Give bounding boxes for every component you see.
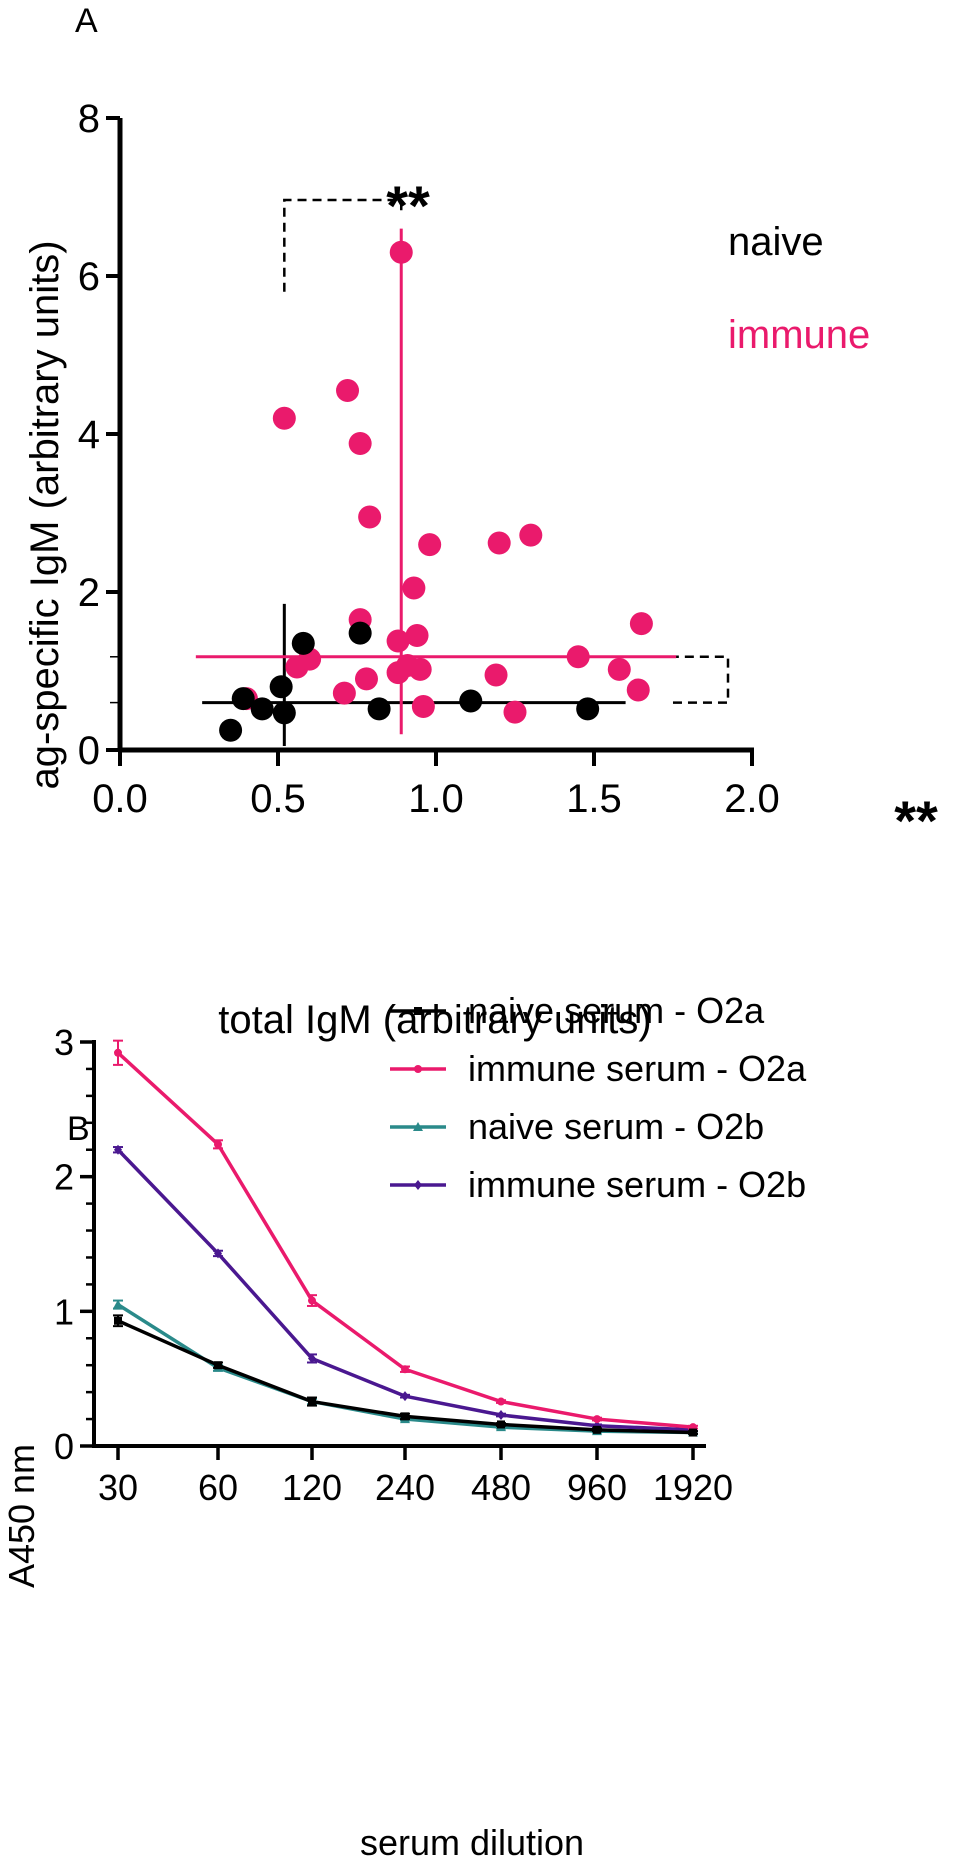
naive-point bbox=[291, 631, 315, 655]
data-point bbox=[401, 1391, 409, 1402]
x-median-significance: ** bbox=[386, 174, 430, 237]
x-tick-label: 60 bbox=[198, 1467, 238, 1508]
immune-point bbox=[626, 678, 650, 702]
immune-point bbox=[519, 523, 543, 547]
x-tick-label: 0.5 bbox=[250, 777, 306, 821]
y-tick-label: 3 bbox=[54, 1022, 74, 1063]
x-tick-label: 120 bbox=[282, 1467, 342, 1508]
immune-point bbox=[272, 406, 296, 430]
legend-label: immune serum - O2a bbox=[468, 1048, 807, 1089]
data-point bbox=[214, 1361, 222, 1370]
legend-marker bbox=[414, 1007, 422, 1015]
data-point bbox=[114, 1316, 122, 1325]
immune-point bbox=[484, 663, 508, 687]
data-point bbox=[214, 1140, 222, 1149]
y-tick-label: 0 bbox=[78, 729, 100, 773]
legend-immune: immune bbox=[728, 313, 870, 357]
y-tick-label: 8 bbox=[78, 97, 100, 141]
immune-point bbox=[503, 700, 527, 724]
panel-a-x-axis-label: total IgM (arbitrary units) bbox=[218, 998, 651, 1042]
panel-a-plot: 0 2 4 6 8 0.0 0.5 1.0 1.5 2.0 bbox=[78, 97, 780, 821]
panel-b-y-axis-label: A450 nm bbox=[1, 1444, 42, 1588]
data-point bbox=[308, 1353, 316, 1364]
x-tick-label: 1.5 bbox=[566, 777, 622, 821]
immune-point bbox=[354, 667, 378, 691]
immune-point bbox=[408, 657, 432, 681]
data-point bbox=[114, 1144, 122, 1155]
data-point bbox=[497, 1410, 505, 1421]
data-point bbox=[689, 1428, 697, 1437]
naive-point bbox=[219, 718, 243, 742]
naive-point bbox=[348, 621, 372, 645]
legend-label: naive serum - O2a bbox=[468, 990, 765, 1031]
immune-point bbox=[332, 681, 356, 705]
data-point bbox=[593, 1415, 601, 1424]
naive-point bbox=[250, 697, 274, 721]
legend-marker bbox=[413, 1122, 423, 1131]
panel-a-label: A bbox=[75, 2, 98, 40]
legend-marker bbox=[414, 1065, 422, 1073]
data-point bbox=[308, 1397, 316, 1406]
data-point bbox=[401, 1365, 409, 1374]
immune-point bbox=[405, 623, 429, 647]
y-median-significance: ** bbox=[894, 789, 938, 852]
naive-point bbox=[367, 697, 391, 721]
data-point bbox=[214, 1248, 222, 1259]
legend-naive: naive bbox=[728, 220, 824, 264]
panel-b-label: B bbox=[67, 1110, 90, 1148]
immune-point bbox=[566, 645, 590, 669]
data-point bbox=[308, 1296, 316, 1305]
x-tick-label: 2.0 bbox=[724, 777, 780, 821]
data-point bbox=[113, 1299, 123, 1309]
panel-a-y-axis-label: ag-specific IgM (arbitrary units) bbox=[23, 240, 67, 789]
naive-point bbox=[576, 697, 600, 721]
y-tick-label: 2 bbox=[78, 571, 100, 615]
y-median-bracket bbox=[669, 655, 730, 704]
y-tick-label: 1 bbox=[54, 1291, 74, 1332]
immune-point bbox=[389, 240, 413, 264]
immune-point bbox=[348, 431, 372, 455]
immune-point bbox=[607, 657, 631, 681]
y-tick-label: 0 bbox=[54, 1426, 74, 1467]
x-median-bracket bbox=[283, 198, 403, 292]
data-point bbox=[401, 1412, 409, 1421]
legend-label: naive serum - O2b bbox=[468, 1106, 764, 1147]
x-tick-label: 960 bbox=[567, 1467, 627, 1508]
naive-point bbox=[269, 675, 293, 699]
data-point bbox=[114, 1048, 122, 1057]
immune-point bbox=[487, 531, 511, 555]
data-point bbox=[593, 1425, 601, 1434]
data-point bbox=[497, 1397, 505, 1406]
x-tick-label: 240 bbox=[375, 1467, 435, 1508]
immune-point bbox=[386, 629, 410, 653]
x-tick-label: 30 bbox=[98, 1467, 138, 1508]
immune-point bbox=[629, 612, 653, 636]
panel-b-x-axis-label: serum dilution bbox=[360, 1822, 584, 1859]
x-tick-label: 480 bbox=[471, 1467, 531, 1508]
data-point bbox=[497, 1420, 505, 1429]
naive-point bbox=[272, 701, 296, 725]
immune-point bbox=[358, 505, 382, 529]
naive-point bbox=[459, 689, 483, 713]
naive-point bbox=[231, 687, 255, 711]
x-tick-label: 1.0 bbox=[408, 777, 464, 821]
immune-point bbox=[402, 576, 426, 600]
y-tick-label: 4 bbox=[78, 413, 100, 457]
panel-b-plot: 0 1 2 3 30 60 120 240 480 960 1920 naive serum - O2… bbox=[54, 990, 807, 1508]
immune-point bbox=[336, 379, 360, 403]
legend-label: immune serum - O2b bbox=[468, 1164, 806, 1205]
immune-point bbox=[411, 695, 435, 719]
x-tick-label: 1920 bbox=[653, 1467, 733, 1508]
legend-marker bbox=[414, 1180, 422, 1190]
y-tick-label: 6 bbox=[78, 255, 100, 299]
x-tick-label: 0.0 bbox=[92, 777, 148, 821]
immune-point bbox=[418, 533, 442, 557]
y-tick-label: 2 bbox=[54, 1157, 74, 1198]
